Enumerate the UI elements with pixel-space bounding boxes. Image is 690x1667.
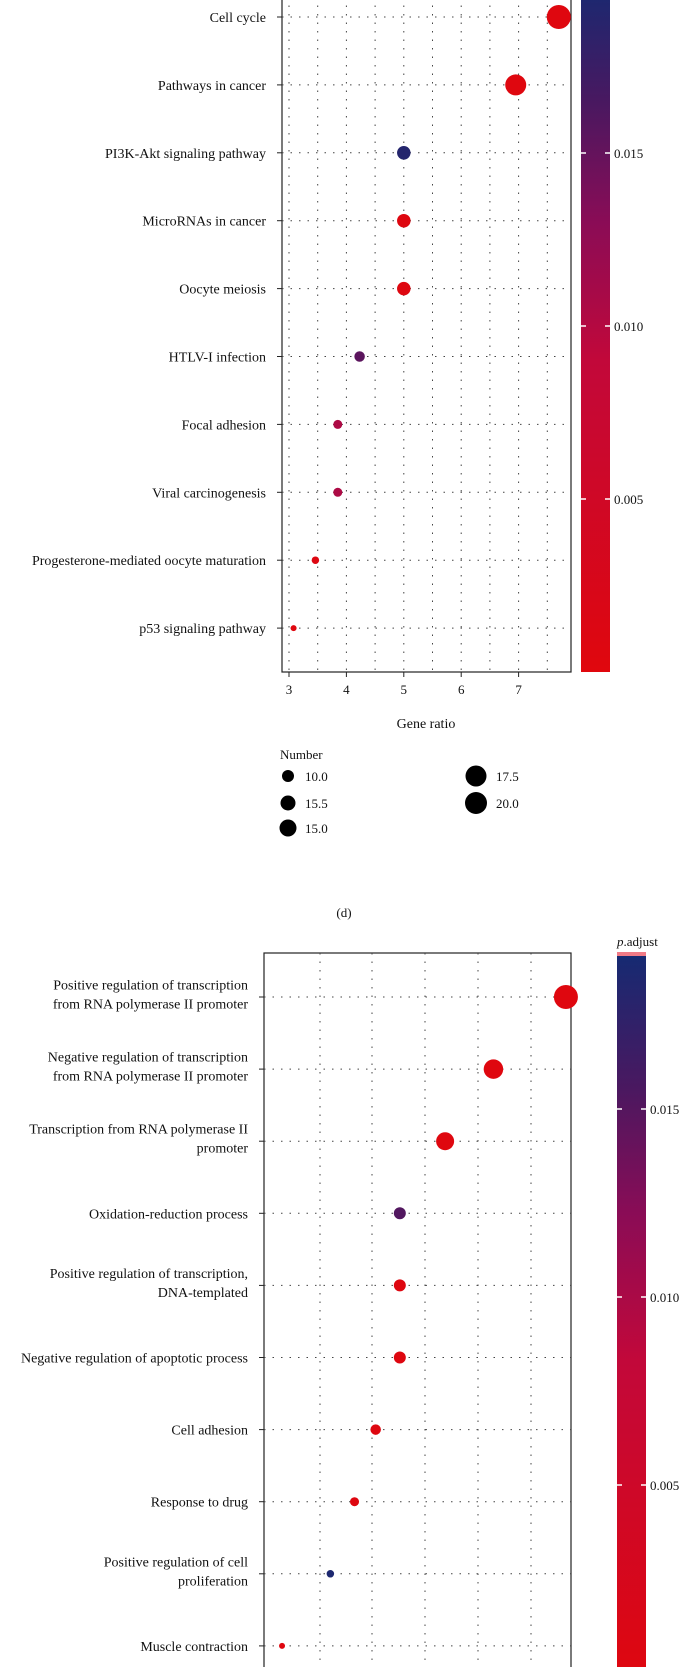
data-point (553, 985, 578, 1009)
colorbar-tick-label: 0.010 (650, 1290, 679, 1305)
category-label: Oxidation-reduction process (89, 1207, 248, 1222)
category-label: MicroRNAs in cancer (142, 215, 266, 230)
category-label: promoter (197, 1142, 249, 1157)
data-point (436, 1132, 455, 1151)
data-point (333, 419, 343, 429)
data-point (505, 74, 527, 96)
data-point (393, 1207, 406, 1220)
legend-swatch (280, 795, 296, 811)
category-label: Positive regulation of cell (104, 1555, 248, 1570)
category-label: PI3K-Akt signaling pathway (105, 147, 266, 162)
category-label: Negative regulation of transcription (48, 1051, 248, 1066)
colorbar (581, 0, 610, 672)
category-label: Transcription from RNA polymerase II (29, 1123, 248, 1138)
category-label: proliferation (178, 1574, 248, 1589)
x-tick-label: 6 (458, 682, 465, 697)
data-point (333, 487, 343, 497)
data-point (326, 1570, 335, 1578)
colorbar-title-italic: p (616, 934, 624, 949)
category-label: Progesterone-mediated oocyte maturation (32, 554, 266, 569)
x-tick-label: 5 (401, 682, 408, 697)
category-label: Cell adhesion (171, 1424, 248, 1439)
data-point (311, 556, 320, 564)
colorbar-tick-label: 0.010 (614, 319, 643, 334)
category-label: Negative regulation of apoptotic process (21, 1352, 248, 1367)
data-point (354, 351, 365, 362)
data-point (546, 5, 571, 29)
legend-swatch (279, 819, 297, 837)
category-label: HTLV-I infection (169, 351, 266, 366)
colorbar-title: p.adjust (616, 934, 658, 949)
colorbar-tick-label: 0.005 (614, 492, 643, 507)
colorbar (617, 956, 646, 1667)
category-label: Cell cycle (210, 11, 266, 26)
legend-item-label: 20.0 (496, 796, 519, 811)
legend-item-label: 15.0 (305, 821, 328, 836)
colorbar-na-swatch (617, 952, 646, 956)
category-label: Viral carcinogenesis (152, 486, 266, 501)
colorbar-tick-label: 0.015 (614, 146, 643, 161)
panel-label: (d) (336, 905, 351, 920)
category-label: Positive regulation of transcription, (50, 1267, 248, 1282)
data-point (290, 625, 297, 632)
legend-item-label: 17.5 (496, 769, 519, 784)
category-label: from RNA polymerase II promoter (53, 1070, 249, 1085)
x-axis-title: Gene ratio (397, 717, 456, 732)
x-tick-label: 7 (515, 682, 522, 697)
category-label: DNA-templated (158, 1286, 248, 1301)
data-point (397, 146, 411, 160)
legend-swatch (465, 792, 487, 814)
colorbar-tick-label: 0.005 (650, 1478, 679, 1493)
plot-frame (263, 952, 572, 1667)
category-label: Pathways in cancer (158, 79, 266, 94)
legend-item-label: 10.0 (305, 769, 328, 784)
colorbar-title-rest: .adjust (624, 934, 659, 949)
category-label: from RNA polymerase II promoter (53, 998, 249, 1013)
x-tick-label: 4 (343, 682, 350, 697)
category-label: Focal adhesion (182, 418, 266, 433)
category-label: Response to drug (151, 1496, 248, 1511)
data-point (397, 281, 411, 296)
data-point (279, 1642, 286, 1649)
data-point (350, 1497, 360, 1507)
data-point (393, 1279, 406, 1292)
data-point (397, 213, 411, 228)
category-label: Oocyte meiosis (179, 283, 266, 298)
data-point (393, 1351, 406, 1364)
size-legend: Number 10.0 15.5 15.0 17.5 20.0 (279, 747, 519, 837)
category-label: Muscle contraction (140, 1640, 248, 1655)
legend-swatch (465, 765, 487, 787)
legend-swatch (282, 770, 294, 782)
data-point (483, 1059, 504, 1079)
chart-panel-kegg: Cell cycle Pathways in cancer PI3K-Akt sig… (32, 0, 643, 732)
legend-title: Number (280, 747, 323, 762)
plot-frame (281, 0, 572, 673)
category-label: Positive regulation of transcription (53, 979, 248, 994)
legend-item-label: 15.5 (305, 796, 328, 811)
x-tick-label: 3 (286, 682, 293, 697)
chart-panel-go: Positive regulation of transcription from… (21, 934, 679, 1667)
data-point (370, 1424, 381, 1435)
colorbar-tick-label: 0.015 (650, 1102, 679, 1117)
category-label: p53 signaling pathway (139, 622, 266, 637)
